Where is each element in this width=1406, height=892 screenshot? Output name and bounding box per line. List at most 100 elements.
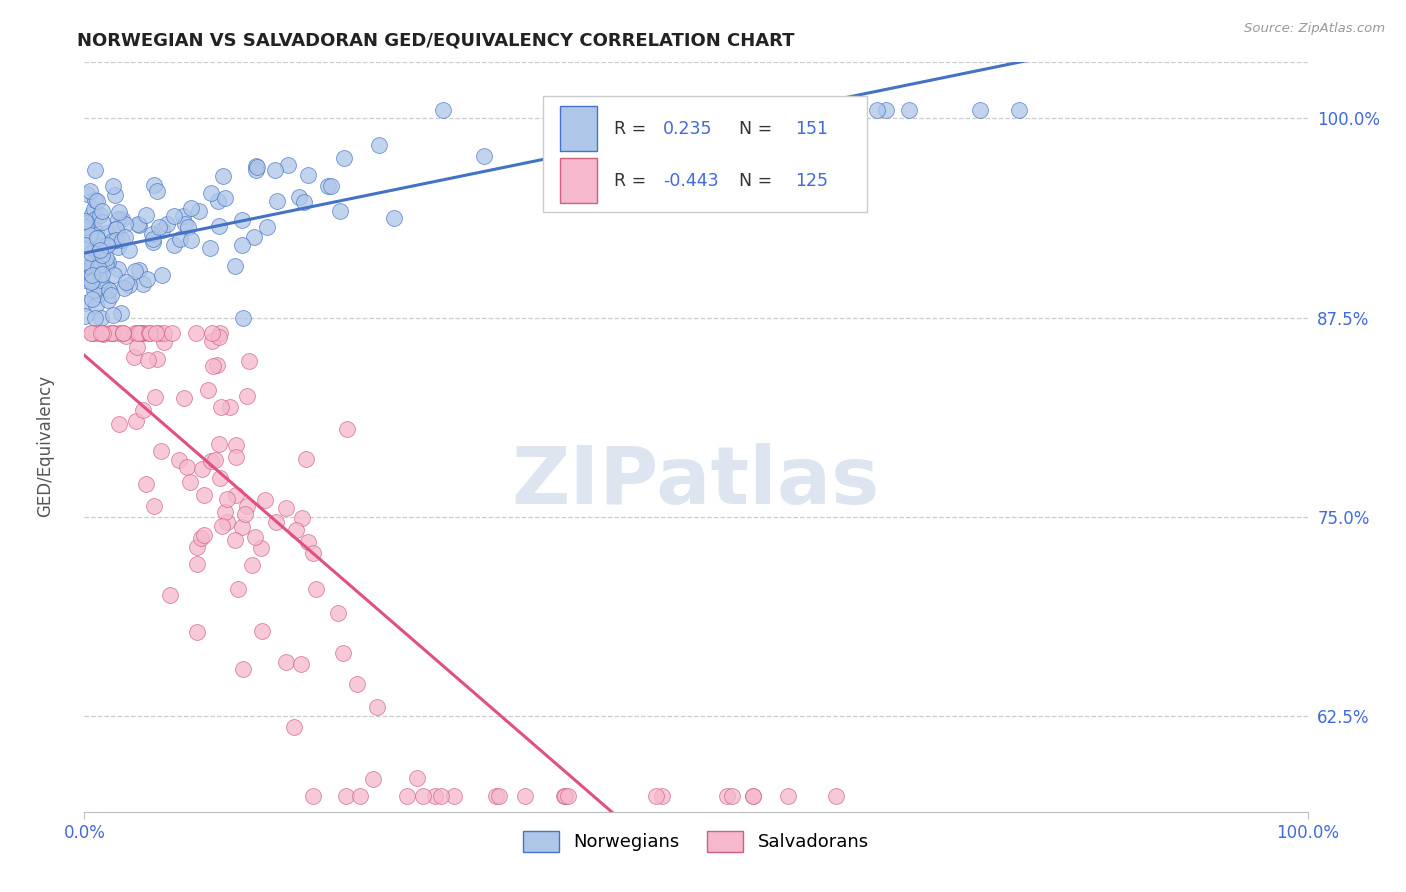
Point [430,789,453,803]
Point [84,298,107,312]
Point [176,460,198,475]
Point [179,475,201,490]
Point [294,452,316,467]
Point [107,262,129,277]
Point [231,212,253,227]
Point [156,217,179,231]
Point [749,103,772,118]
Text: 125: 125 [794,172,828,190]
Point [172,209,194,223]
Point [683,103,706,118]
Point [127,217,149,231]
Point [190,462,212,476]
Point [186,326,208,341]
Point [138,326,160,341]
Point [276,655,298,669]
Point [513,789,536,803]
Point [82,292,104,306]
Point [297,169,319,183]
Point [128,263,150,277]
Point [200,334,222,348]
Point [112,281,135,295]
Point [80,257,103,271]
Point [79,269,101,284]
Point [553,789,575,803]
Point [264,515,287,529]
Point [208,330,231,344]
Point [90,310,112,325]
Point [395,789,418,803]
Text: 151: 151 [794,120,828,137]
Point [80,246,103,260]
Point [368,137,391,152]
Point [174,217,197,231]
Point [73,214,96,228]
Point [107,211,129,226]
Point [90,204,112,219]
Point [252,624,274,638]
Point [83,202,105,216]
Point [146,352,169,367]
Point [105,233,128,247]
Point [202,359,225,373]
Point [135,208,157,222]
Point [253,493,276,508]
Point [107,240,129,254]
Point [316,179,339,194]
Point [75,223,97,237]
Point [245,159,267,173]
Point [82,268,104,282]
Point [131,326,153,341]
Point [114,229,136,244]
Point [149,444,172,458]
Point [173,391,195,405]
Point [897,103,920,118]
Point [101,326,124,341]
Point [866,103,889,118]
Point [160,326,183,341]
Point [79,228,101,243]
Point [186,540,208,554]
Point [76,187,98,202]
Point [100,326,122,341]
Point [198,241,221,255]
Point [142,499,165,513]
Point [108,326,131,341]
Point [361,772,384,786]
Point [231,238,253,252]
Text: N =: N = [728,172,778,190]
Point [443,789,465,803]
Point [127,326,149,341]
Point [366,699,388,714]
Point [148,220,170,235]
Point [89,267,111,281]
Point [245,162,267,177]
Point [122,350,145,364]
Point [284,523,307,537]
Point [91,214,114,228]
Point [84,310,107,325]
Point [90,273,112,287]
Point [163,238,186,252]
Point [875,103,897,118]
Point [82,274,104,288]
Point [103,179,125,194]
Point [108,417,131,431]
Point [142,232,165,246]
Point [207,194,229,208]
Point [111,233,134,247]
Point [142,235,165,250]
Point [115,329,138,343]
Point [232,663,254,677]
Point [208,437,231,451]
Point [94,251,117,265]
Point [238,353,260,368]
Point [825,789,848,803]
Point [292,194,315,209]
Point [243,530,266,544]
Point [232,310,254,325]
Point [200,454,222,468]
Point [214,191,236,205]
Point [100,288,122,302]
Point [249,541,271,555]
